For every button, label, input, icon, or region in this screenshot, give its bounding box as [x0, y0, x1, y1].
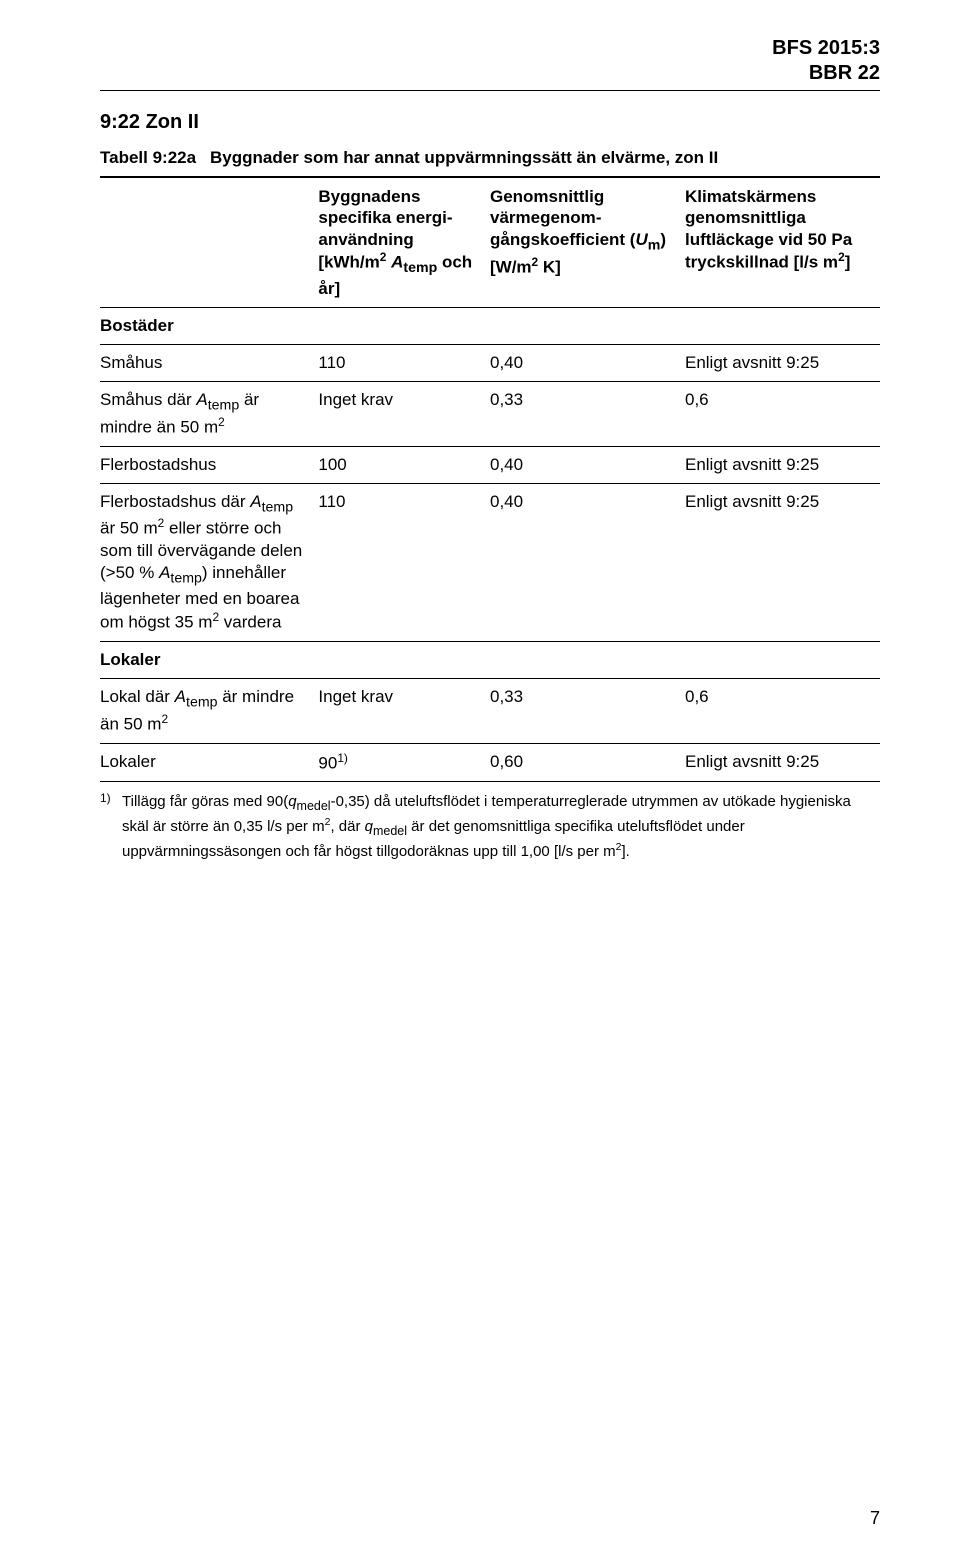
col-header-3: Genomsnittlig värmegenom­gångskoefficien…	[490, 177, 685, 307]
empty-cell	[490, 307, 685, 344]
table-row: Flerbostadshus där Atemp är 50 m2 eller …	[100, 483, 880, 641]
empty-cell	[490, 641, 685, 678]
table-row: Lokaler901)0,60Enligt avsnitt 9:25	[100, 743, 880, 782]
row-value-u: 0,60	[490, 743, 685, 782]
col-header-1	[100, 177, 318, 307]
row-value-u: 0,40	[490, 446, 685, 483]
row-value-u: 0,33	[490, 679, 685, 744]
row-value-leak: Enligt avsnitt 9:25	[685, 483, 880, 641]
empty-cell	[685, 307, 880, 344]
footnote: 1) Tillägg får göras med 90(qmedel-0,35)…	[100, 792, 880, 862]
row-value-u: 0,40	[490, 483, 685, 641]
row-value-energy: Inget krav	[318, 381, 490, 446]
row-label: Småhus där Atemp är mindre än 50 m2	[100, 381, 318, 446]
table-body: BostäderSmåhus1100,40Enligt avsnitt 9:25…	[100, 307, 880, 782]
row-value-u: 0,40	[490, 344, 685, 381]
row-label: Lokal där Atemp är mindre än 50 m2	[100, 679, 318, 744]
col-header-4: Klimatskärmens genomsnittliga luftläckag…	[685, 177, 880, 307]
row-label: Småhus	[100, 344, 318, 381]
row-value-u: 0,33	[490, 381, 685, 446]
section-title: 9:22 Zon II	[100, 111, 880, 134]
col-header-2: Byggnadens specifika energi­användning […	[318, 177, 490, 307]
empty-cell	[685, 641, 880, 678]
table-caption: Byggnader som har annat uppvärmningssätt…	[210, 148, 880, 168]
doc-code: BFS 2015:3	[100, 36, 880, 61]
section-cell: Bostäder	[100, 307, 318, 344]
main-table: Byggnadens specifika energi­användning […	[100, 176, 880, 782]
row-value-energy: 100	[318, 446, 490, 483]
row-value-leak: Enligt avsnitt 9:25	[685, 743, 880, 782]
row-value-energy: 110	[318, 483, 490, 641]
footnote-text: Tillägg får göras med 90(qmedel-0,35) då…	[122, 792, 880, 862]
empty-cell	[318, 307, 490, 344]
doc-subcode: BBR 22	[100, 61, 880, 86]
page: BFS 2015:3 BBR 22 9:22 Zon II Tabell 9:2…	[0, 0, 960, 1557]
table-row: Bostäder	[100, 307, 880, 344]
row-value-leak: 0,6	[685, 679, 880, 744]
row-value-leak: Enligt avsnitt 9:25	[685, 344, 880, 381]
row-label: Flerbostadshus där Atemp är 50 m2 eller …	[100, 483, 318, 641]
empty-cell	[318, 641, 490, 678]
table-head: Byggnadens specifika energi­användning […	[100, 177, 880, 307]
table-row: Lokaler	[100, 641, 880, 678]
page-number: 7	[870, 1508, 880, 1529]
table-row: Småhus1100,40Enligt avsnitt 9:25	[100, 344, 880, 381]
row-value-energy: 901)	[318, 743, 490, 782]
doc-header: BFS 2015:3 BBR 22	[100, 36, 880, 86]
table-row: Flerbostadshus1000,40Enligt avsnitt 9:25	[100, 446, 880, 483]
table-caption-row: Tabell 9:22a Byggnader som har annat upp…	[100, 148, 880, 168]
row-value-leak: 0,6	[685, 381, 880, 446]
row-label: Lokaler	[100, 743, 318, 782]
section-cell: Lokaler	[100, 641, 318, 678]
header-rule	[100, 90, 880, 91]
table-label: Tabell 9:22a	[100, 148, 210, 168]
footnote-marker: 1)	[100, 792, 122, 862]
table-row: Lokal där Atemp är mindre än 50 m2Inget …	[100, 679, 880, 744]
row-value-energy: 110	[318, 344, 490, 381]
row-value-leak: Enligt avsnitt 9:25	[685, 446, 880, 483]
table-row: Småhus där Atemp är mindre än 50 m2Inget…	[100, 381, 880, 446]
row-label: Flerbostadshus	[100, 446, 318, 483]
row-value-energy: Inget krav	[318, 679, 490, 744]
